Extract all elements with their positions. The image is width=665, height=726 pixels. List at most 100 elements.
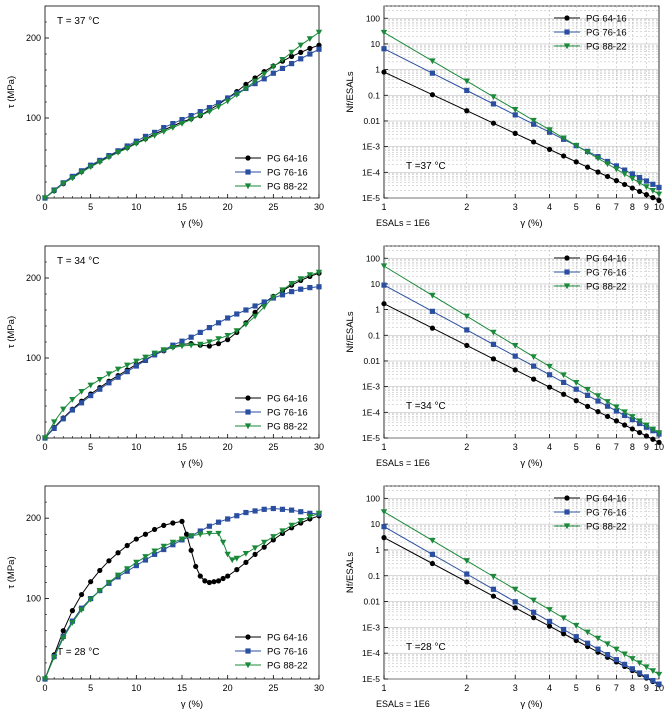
data-point xyxy=(584,629,591,636)
data-point xyxy=(636,180,643,187)
data-point xyxy=(429,308,436,314)
x-tick-label: 2 xyxy=(464,202,469,212)
legend-label: PG 76-16 xyxy=(267,408,308,419)
temperature-annotation: T = 37 °C xyxy=(57,16,99,27)
data-point xyxy=(106,380,112,386)
esals-note: ESALs = 1E6 xyxy=(376,699,430,709)
x-tick-label: 5 xyxy=(88,683,93,693)
y-tick-label: 0.01 xyxy=(363,356,380,366)
data-point xyxy=(561,626,567,633)
chart-shear-34: 0 5 10 15 20 25 30 0 100 200 γ (%) τ (MPa) T = 34 °C… xyxy=(6,245,324,469)
data-point xyxy=(60,406,67,413)
x-axis: 1 2 3 4 5 6 7 8 9 10 xyxy=(381,675,664,693)
data-point xyxy=(636,670,643,676)
x-tick-label: 1 xyxy=(381,202,386,212)
x-axis-label: γ (%) xyxy=(181,458,203,469)
data-point xyxy=(573,159,579,165)
data-point xyxy=(60,181,67,187)
legend: PG 64-16 PG 76-16 PG 88-22 xyxy=(235,394,308,433)
data-point xyxy=(298,286,304,292)
data-point xyxy=(206,109,213,115)
data-point xyxy=(142,357,149,363)
data-point xyxy=(225,573,231,579)
data-point xyxy=(124,566,131,573)
data-point xyxy=(224,333,231,339)
x-tick-label: 20 xyxy=(223,442,233,452)
legend-label: PG 76-16 xyxy=(267,647,308,658)
series-pg88 xyxy=(41,510,323,683)
data-point xyxy=(546,363,553,370)
data-point xyxy=(298,49,304,56)
x-tick-label: 0 xyxy=(42,442,47,452)
data-point xyxy=(573,398,579,404)
data-point xyxy=(490,94,497,101)
data-point xyxy=(251,545,259,552)
data-point xyxy=(463,313,470,320)
data-point xyxy=(297,276,304,282)
data-point xyxy=(613,163,620,169)
data-point xyxy=(584,149,591,156)
data-point xyxy=(178,343,186,350)
x-tick-label: 7 xyxy=(614,683,619,693)
data-point xyxy=(594,635,602,642)
data-point xyxy=(270,537,276,543)
data-point xyxy=(622,422,628,428)
data-point xyxy=(133,363,139,369)
data-point xyxy=(78,169,85,176)
data-point xyxy=(252,309,258,315)
x-tick-label: 7 xyxy=(614,442,619,452)
x-tick-label: 10 xyxy=(654,202,664,212)
data-point xyxy=(490,586,497,592)
data-point xyxy=(490,329,497,336)
data-point xyxy=(288,281,295,287)
data-point xyxy=(225,516,231,522)
legend: PG 64-16 PG 76-16 PG 88-22 xyxy=(554,254,627,293)
chart-fatigue-37: 1 2 3 4 5 6 7 8 9 10 1E-5 1E-4 1E-3 0.01 0.1 1 10 100 γ (%… xyxy=(345,5,664,229)
data-point xyxy=(546,372,553,378)
data-point xyxy=(315,29,323,36)
data-point xyxy=(279,506,286,512)
data-point xyxy=(115,374,121,380)
data-point xyxy=(261,539,268,546)
x-tick-label: 3 xyxy=(513,202,518,212)
x-tick-label: 8 xyxy=(630,683,635,693)
data-point xyxy=(197,113,204,119)
data-point xyxy=(160,543,167,550)
data-point xyxy=(604,403,611,409)
data-point xyxy=(298,509,304,515)
data-point xyxy=(41,435,49,442)
data-point xyxy=(315,269,323,276)
chart-fatigue-28: 1 2 3 4 5 6 7 8 9 10 1E-5 1E-4 1E-3 0.01 0.1 1 10 100 γ (%… xyxy=(345,485,664,710)
data-point xyxy=(512,107,519,113)
data-point xyxy=(97,386,103,392)
y-tick-label: 100 xyxy=(366,493,380,503)
grid xyxy=(384,485,659,680)
legend: PG 64-16 PG 76-16 PG 88-22 xyxy=(235,633,308,672)
data-point xyxy=(650,436,656,442)
temperature-annotation: T = 28 °C xyxy=(57,647,99,658)
y-axis-label: Nf/ESALs xyxy=(345,71,356,112)
data-point xyxy=(142,137,149,143)
data-point xyxy=(560,372,567,379)
data-point xyxy=(252,303,258,309)
data-point xyxy=(490,573,497,580)
data-point xyxy=(233,555,240,562)
data-point xyxy=(306,513,314,520)
data-point xyxy=(211,579,217,585)
data-point xyxy=(629,175,636,182)
x-tick-label: 10 xyxy=(131,442,141,452)
data-point xyxy=(178,536,186,543)
data-point xyxy=(584,164,591,170)
data-point xyxy=(546,384,553,390)
data-point xyxy=(142,133,149,139)
data-point xyxy=(546,127,553,134)
data-point xyxy=(316,46,322,52)
data-point xyxy=(629,656,636,662)
y-tick-label: 100 xyxy=(26,353,41,363)
data-point xyxy=(530,117,537,124)
x-tick-label: 15 xyxy=(177,683,187,693)
data-point xyxy=(197,341,204,348)
data-point xyxy=(197,528,203,534)
x-tick-label: 5 xyxy=(88,442,93,452)
data-point xyxy=(87,596,94,603)
